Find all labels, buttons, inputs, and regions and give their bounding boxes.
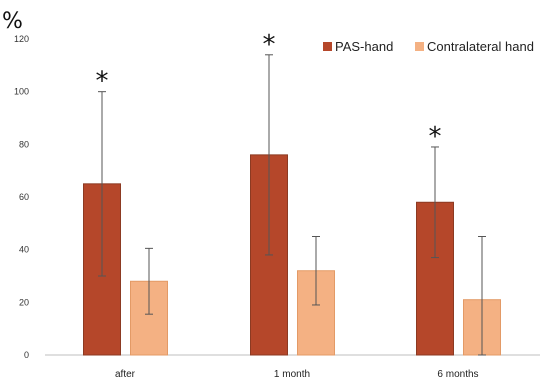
- x-category-label: 1 month: [274, 369, 310, 380]
- significance-star: *: [429, 122, 442, 152]
- legend-swatch: [323, 42, 332, 51]
- bar-series-group: [83, 154, 501, 356]
- x-axis-category-labels: after 1 month 6 months: [115, 369, 479, 380]
- y-tick-label: 60: [19, 192, 29, 202]
- y-tick-label: 80: [19, 139, 29, 149]
- error-bar-group: [98, 54, 486, 356]
- x-category-label: 6 months: [437, 369, 478, 380]
- y-tick-label: 0: [24, 350, 29, 360]
- legend-swatch: [415, 42, 424, 51]
- y-tick-label: 120: [14, 34, 29, 44]
- significance-star: *: [96, 67, 109, 97]
- y-axis-unit-label: %: [2, 9, 23, 34]
- legend-label: Contralateral hand: [427, 39, 534, 54]
- y-axis-ticks: 0 20 40 60 80 100 120: [14, 34, 29, 360]
- y-tick-label: 40: [19, 245, 29, 255]
- significance-star: *: [263, 30, 276, 60]
- legend-label: PAS-hand: [335, 39, 393, 54]
- y-tick-label: 100: [14, 87, 29, 97]
- legend: PAS-hand Contralateral hand: [323, 39, 534, 54]
- y-tick-label: 20: [19, 297, 29, 307]
- significance-markers: * * *: [96, 30, 442, 152]
- x-category-label: after: [115, 369, 136, 380]
